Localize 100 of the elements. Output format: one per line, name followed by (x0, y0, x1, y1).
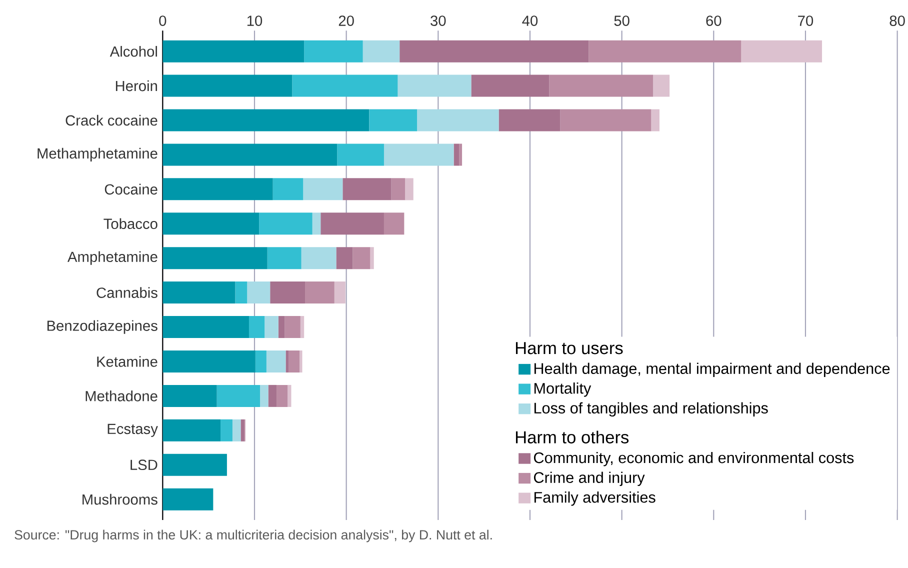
bar (268, 384, 277, 407)
bar (162, 109, 370, 132)
bar (305, 282, 334, 304)
bar (247, 282, 270, 304)
bar (653, 74, 670, 97)
y-tick-label: Ketamine (97, 356, 158, 367)
bar (288, 384, 292, 407)
bar (651, 109, 660, 132)
bar (162, 350, 256, 372)
legend-label: Community, economic and environmental costs (534, 452, 854, 466)
bar (398, 74, 472, 97)
bar (284, 316, 300, 338)
x-tick-label: 30 (430, 16, 446, 26)
legend-label: Crime and injury (534, 472, 645, 486)
bar (235, 282, 248, 304)
x-tick-label: 70 (798, 16, 814, 26)
bar (267, 247, 302, 270)
y-tick-label: Mushrooms (82, 494, 158, 505)
y-tick-label: Ecstasy (108, 424, 158, 437)
bar (405, 178, 414, 200)
bar (288, 350, 300, 372)
x-tick-label: 10 (247, 16, 262, 26)
legend-label: Mortality (534, 382, 592, 397)
annotation: Harm to others (516, 430, 629, 444)
x-tick-label: 40 (522, 16, 538, 26)
bar (549, 74, 654, 97)
bar (162, 144, 338, 166)
bar (255, 350, 266, 372)
bar (162, 40, 304, 62)
bar (278, 316, 285, 338)
bar (400, 40, 589, 62)
bar (301, 247, 336, 270)
bar (384, 144, 454, 166)
bar (337, 144, 384, 166)
bar (741, 40, 822, 62)
x-tick-label: 20 (338, 16, 354, 26)
bar (498, 109, 560, 132)
legend-label: Loss of tangibles and relationships (534, 402, 768, 417)
bar (276, 384, 288, 407)
bar (459, 144, 462, 166)
bar (259, 212, 312, 235)
bar (216, 384, 260, 407)
bar (320, 212, 384, 235)
y-tick-label: Methadone (86, 390, 158, 402)
y-tick-label: Alcohol (110, 46, 157, 57)
y-tick-label: Cocaine (104, 184, 158, 195)
bar (272, 178, 304, 200)
bar (588, 40, 742, 62)
y-tick-label: Crack cocaine (66, 114, 158, 126)
bar (270, 282, 306, 304)
y-tick-label: Benzodiazepines (47, 320, 158, 334)
bar (300, 350, 302, 372)
bar (162, 247, 268, 270)
bar (312, 212, 321, 235)
bar (417, 109, 499, 132)
bar (264, 316, 278, 338)
y-tick-label: Heroin (116, 80, 157, 92)
x-tick-label: 50 (614, 16, 630, 26)
bar (369, 109, 418, 132)
bar (300, 316, 304, 338)
bar (384, 212, 404, 235)
bar (162, 419, 221, 442)
bar (266, 350, 286, 372)
legend-label: Family adversities (534, 492, 656, 506)
x-tick-label: 0 (159, 16, 166, 26)
x-tick-label: 60 (706, 16, 722, 26)
bar (162, 488, 214, 510)
bar (162, 178, 273, 200)
bar (162, 212, 260, 235)
bar (286, 350, 288, 372)
bar (334, 282, 346, 304)
y-tick-label: Amphetamine (67, 251, 158, 265)
bar (162, 282, 236, 304)
legend-title: Harm to users (516, 342, 623, 354)
y-tick-label: LSD (130, 460, 158, 470)
bar (342, 178, 392, 200)
x-tick-label: 80 (890, 16, 905, 26)
y-tick-label: Cannabis (96, 287, 158, 298)
bar (336, 247, 353, 270)
bar (370, 247, 374, 270)
bar (362, 40, 400, 62)
bar (260, 384, 268, 407)
bar (232, 419, 241, 442)
bar (303, 178, 343, 200)
bar (391, 178, 406, 200)
bar (240, 419, 244, 442)
y-tick-label: Methamphetamine (38, 148, 158, 162)
bar (162, 384, 217, 407)
legend-label: Health damage, mental impairment and dependence (534, 362, 890, 378)
bar (454, 144, 460, 166)
bar (304, 40, 363, 62)
bar (220, 419, 232, 442)
bar (162, 316, 249, 338)
bar (560, 109, 652, 132)
bar (162, 74, 292, 97)
bar (471, 74, 550, 97)
bar (248, 316, 265, 338)
source-note: Source: "Drug harms in the UK: a multicriteria decision analysis", by D. Nutt et al. (14, 530, 492, 542)
y-tick-label: Tobacco (104, 218, 158, 230)
bar (292, 74, 398, 97)
